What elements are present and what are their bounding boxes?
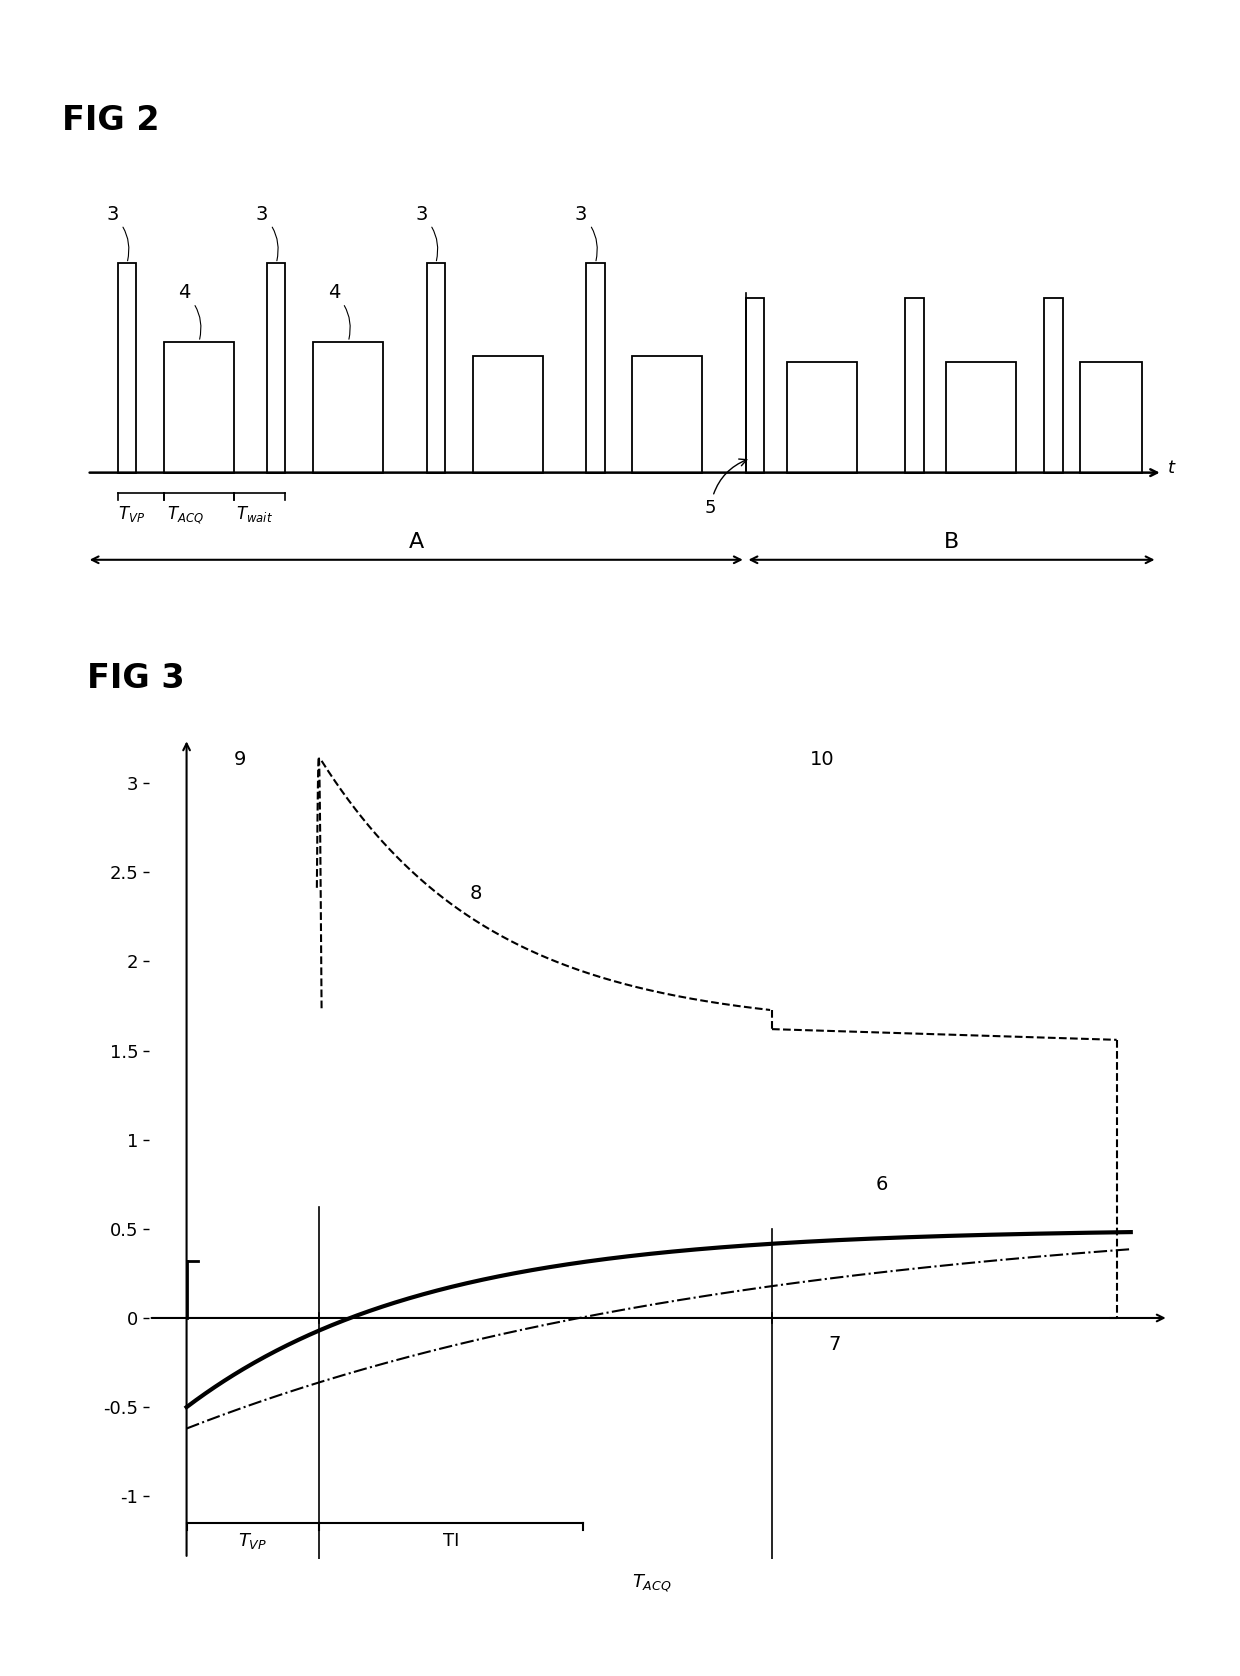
Text: FIG 3: FIG 3 bbox=[87, 662, 185, 696]
Text: 6: 6 bbox=[875, 1175, 888, 1193]
Text: 4: 4 bbox=[327, 283, 350, 339]
Text: 5: 5 bbox=[704, 459, 746, 518]
Bar bbox=[745, 298, 764, 473]
Text: TI: TI bbox=[443, 1532, 459, 1550]
Bar bbox=[164, 342, 234, 473]
Text: B: B bbox=[944, 533, 960, 551]
Bar bbox=[1080, 362, 1142, 473]
Bar bbox=[118, 263, 136, 473]
Bar bbox=[427, 263, 445, 473]
Bar bbox=[787, 362, 857, 473]
Text: $T_{ACQ}$: $T_{ACQ}$ bbox=[631, 1572, 672, 1594]
Text: 10: 10 bbox=[810, 751, 835, 769]
Text: $T_{ACQ}$: $T_{ACQ}$ bbox=[167, 504, 205, 526]
Bar bbox=[587, 263, 605, 473]
Bar bbox=[472, 357, 543, 473]
Text: 9: 9 bbox=[234, 751, 247, 769]
Bar bbox=[905, 298, 924, 473]
Bar bbox=[1044, 298, 1063, 473]
Text: t: t bbox=[1168, 459, 1174, 478]
Text: A: A bbox=[409, 533, 424, 551]
Text: FIG 2: FIG 2 bbox=[62, 104, 160, 137]
Bar bbox=[632, 357, 702, 473]
Text: 8: 8 bbox=[470, 883, 482, 903]
Text: $T_{VP}$: $T_{VP}$ bbox=[118, 504, 145, 525]
Text: $T_{wait}$: $T_{wait}$ bbox=[236, 504, 273, 525]
Text: 3: 3 bbox=[107, 204, 129, 261]
Text: 4: 4 bbox=[179, 283, 201, 339]
Bar bbox=[314, 342, 383, 473]
Text: $T_{VP}$: $T_{VP}$ bbox=[238, 1532, 268, 1552]
Text: 3: 3 bbox=[255, 204, 278, 261]
Text: 3: 3 bbox=[415, 204, 438, 261]
Bar bbox=[267, 263, 285, 473]
Text: 7: 7 bbox=[828, 1336, 841, 1354]
Text: 3: 3 bbox=[575, 204, 598, 261]
Bar bbox=[946, 362, 1017, 473]
